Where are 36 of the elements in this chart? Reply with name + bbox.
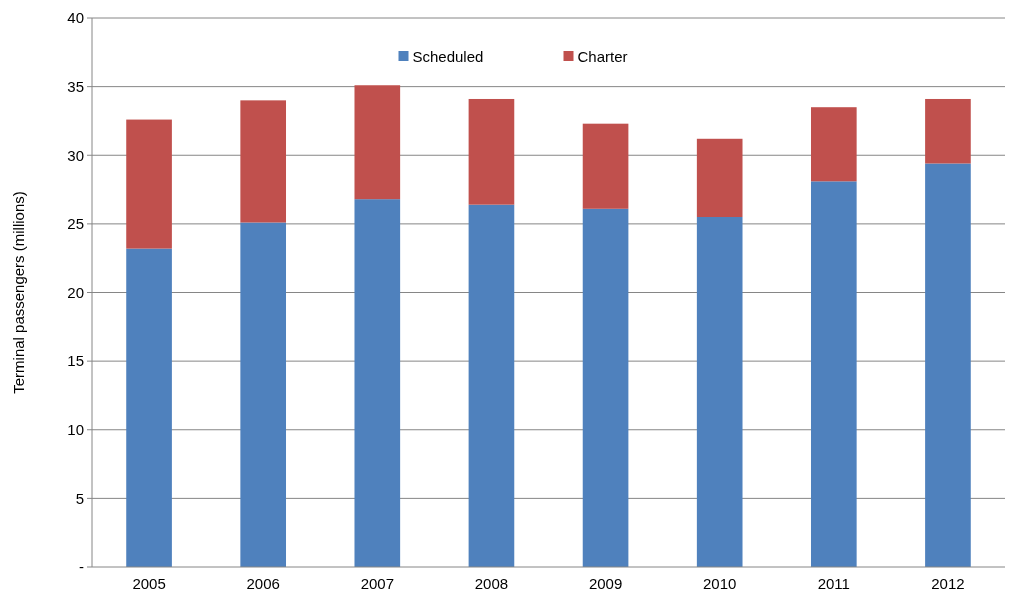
y-tick-label: 30 (67, 146, 84, 164)
bar (354, 85, 401, 200)
bar (240, 222, 287, 567)
bar (582, 123, 629, 209)
y-tick-label: 40 (67, 9, 84, 27)
legend-label: Scheduled (412, 48, 484, 66)
x-tick-label: 2011 (817, 575, 850, 592)
bar (925, 163, 971, 567)
bar (810, 181, 857, 567)
y-axis-title: Terminal passengers (millions) (10, 191, 27, 394)
y-tick-label: 10 (67, 421, 84, 438)
x-tick-label: 2007 (360, 575, 394, 592)
y-tick-label: 5 (75, 489, 84, 507)
x-tick-label: 2008 (474, 575, 509, 592)
bar (240, 100, 287, 223)
bar (126, 119, 172, 249)
x-tick-label: 2009 (588, 575, 623, 592)
bar (126, 248, 172, 567)
y-tick-label: 20 (67, 283, 84, 301)
bar (696, 138, 743, 218)
x-tick-label: 2005 (132, 575, 166, 592)
x-tick-label: 2010 (703, 575, 737, 592)
x-tick-label: 2012 (931, 575, 965, 592)
y-tick-label: 35 (67, 77, 84, 95)
bar (468, 204, 515, 567)
y-tick-label: - (79, 558, 84, 576)
bar (810, 107, 857, 182)
bar (696, 217, 743, 567)
y-tick-label: 25 (67, 215, 84, 233)
bar (354, 199, 401, 567)
legend-label: Charter (577, 48, 628, 66)
y-tick-label: 15 (67, 352, 84, 370)
x-tick-label: 2006 (246, 575, 280, 592)
bar (925, 98, 971, 164)
bar (582, 208, 629, 567)
bar (468, 98, 515, 205)
